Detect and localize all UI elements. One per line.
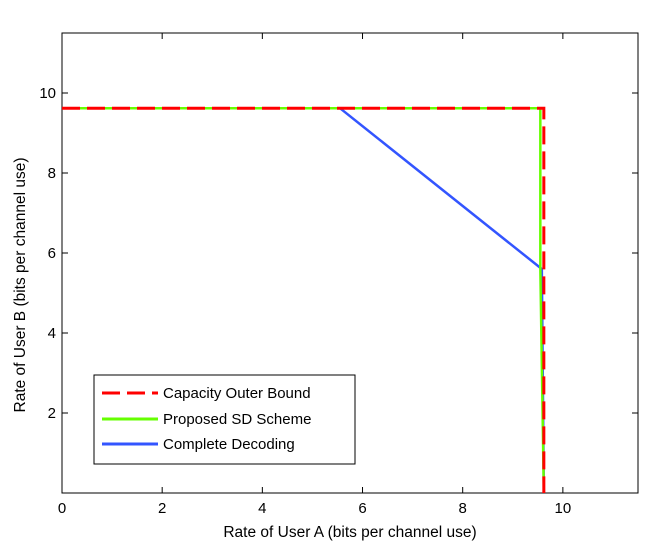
x-tick-label: 6 (358, 500, 366, 517)
y-tick-label: 8 (48, 165, 56, 182)
y-tick-label: 4 (48, 325, 56, 342)
series-group (62, 106, 546, 494)
legend-label-complete-decoding: Complete Decoding (163, 436, 295, 453)
y-tick-label: 6 (48, 245, 56, 262)
y-tick-label: 2 (48, 405, 56, 422)
x-tick-label: 10 (555, 500, 572, 517)
legend-label-proposed-sd-scheme: Proposed SD Scheme (163, 411, 311, 428)
x-tick-label: 0 (58, 500, 66, 517)
x-tick-label: 8 (459, 500, 467, 517)
x-tick-label: 2 (158, 500, 166, 517)
y-tick-label: 10 (39, 85, 56, 102)
legend: Capacity Outer Bound Proposed SD Scheme … (93, 374, 356, 465)
legend-label-capacity-outer-bound: Capacity Outer Bound (163, 385, 311, 402)
axes-group: 0 2 4 6 8 10 2 4 6 8 10 (39, 33, 638, 517)
x-axis-label: Rate of User A (bits per channel use) (223, 524, 476, 541)
y-axis-label: Rate of User B (bits per channel use) (12, 157, 29, 412)
x-tick-label: 4 (258, 500, 266, 517)
series-line-capacity-outer-bound (62, 106, 546, 493)
